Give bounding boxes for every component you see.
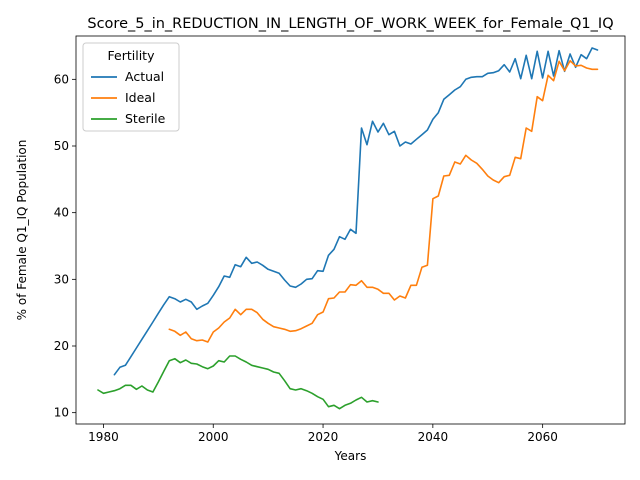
series-line-sterile	[97, 355, 379, 410]
x-tick-label: 2060	[527, 430, 558, 444]
plot-lines	[97, 47, 599, 410]
x-tick-label: 2040	[418, 430, 449, 444]
x-tick-label: 2000	[198, 430, 229, 444]
y-axis-ticks: 10 20 30 40 50 60	[54, 72, 76, 420]
plot-frame	[75, 35, 626, 425]
legend-label-sterile: Sterile	[125, 111, 166, 126]
chart-title: Score_5_in_REDUCTION_IN_LENGTH_OF_WORK_W…	[87, 16, 613, 32]
legend-title: Fertility	[108, 48, 156, 63]
y-tick-label: 20	[54, 339, 69, 353]
legend-items: Actual Ideal Sterile	[91, 69, 166, 126]
y-tick-label: 40	[54, 206, 69, 220]
x-axis-label: Years	[334, 449, 367, 463]
y-tick-label: 60	[54, 72, 69, 86]
legend-box	[82, 42, 180, 132]
legend: Fertility Actual Ideal Sterile	[82, 42, 180, 132]
x-axis-ticks: 1980 2000 2020 2040 2060	[88, 424, 558, 444]
y-tick-label: 10	[54, 406, 69, 420]
legend-label-actual: Actual	[125, 69, 164, 84]
series-line-ideal	[168, 59, 599, 343]
x-tick-label: 2020	[308, 430, 339, 444]
y-axis-label: % of Female Q1_IQ Population	[15, 140, 29, 321]
y-tick-label: 50	[54, 139, 69, 153]
x-tick-label: 1980	[88, 430, 119, 444]
series-line-actual	[113, 47, 599, 376]
legend-label-ideal: Ideal	[125, 90, 155, 105]
y-tick-label: 30	[54, 272, 69, 286]
